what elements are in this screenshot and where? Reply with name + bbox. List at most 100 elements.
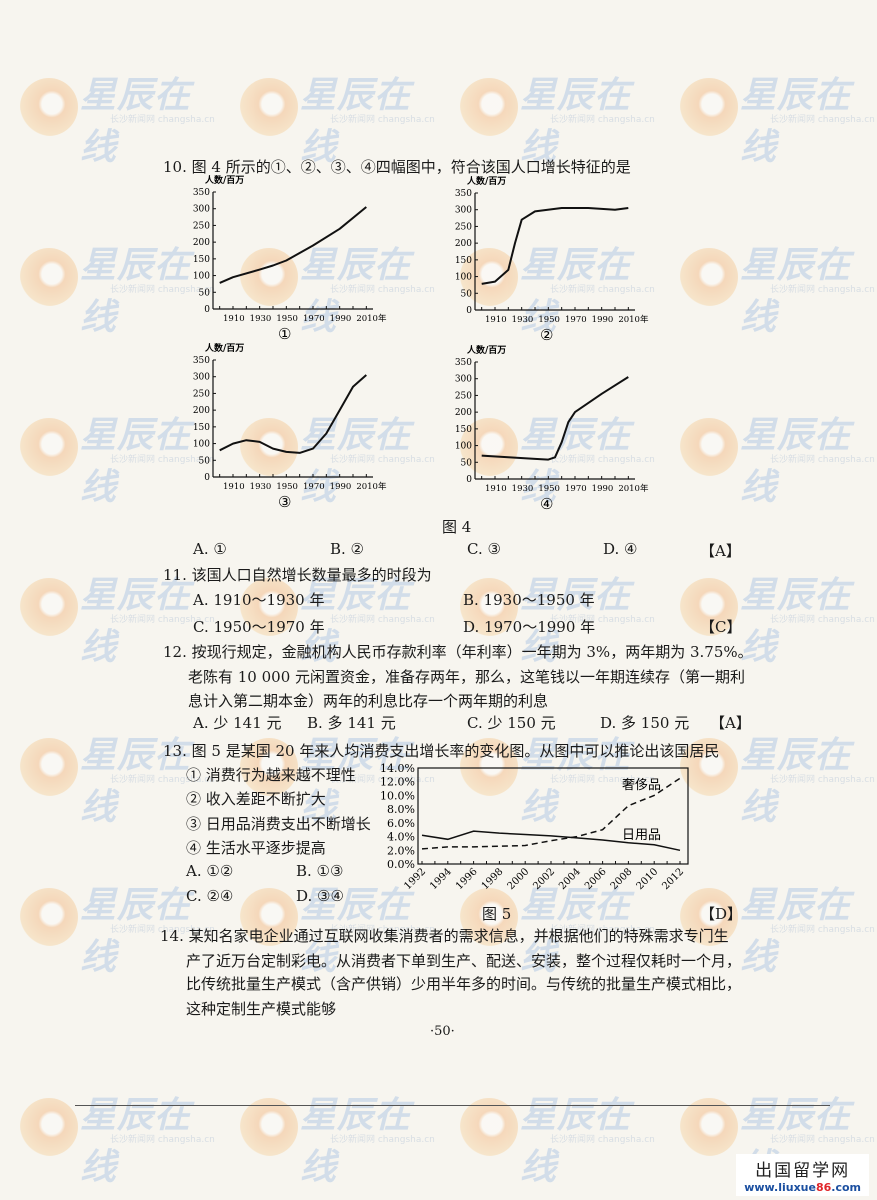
q14-line-1: 14. 某知名家电企业通过互联网收集消费者的需求信息，并根据他们的特殊需求专门生: [160, 927, 729, 945]
q13-item-2: ② 收入差距不断扩大: [186, 790, 326, 808]
x-tick-label: 2010年: [618, 483, 649, 494]
y-tick-label: 250: [455, 391, 472, 401]
q10-option-a[interactable]: A. ①: [193, 540, 227, 558]
q10-option-c[interactable]: C. ③: [467, 540, 501, 558]
q13-option-d[interactable]: D. ③④: [296, 887, 344, 905]
q12-option-b[interactable]: B. 多 141 元: [307, 714, 396, 732]
x-tick-label: 1930: [250, 314, 272, 324]
x-tick-label: 1990: [330, 482, 352, 492]
y-tick-label: 250: [455, 222, 472, 232]
q11-stem: 11. 该国人口自然增长数量最多的时段为: [163, 566, 432, 584]
y-tick-label: 6.0%: [387, 817, 415, 830]
q13-option-a[interactable]: A. ①②: [186, 862, 234, 880]
figure-5-caption: 图 5: [482, 905, 512, 923]
series-label-daily: 日用品: [622, 828, 661, 843]
series-line-solid: [421, 830, 681, 852]
x-tick-label: 2004: [557, 866, 583, 892]
y-tick-label: 100: [193, 272, 210, 282]
x-tick-label: 1950: [538, 315, 560, 325]
x-tick-label: 2002: [531, 866, 557, 892]
q10-option-b[interactable]: B. ②: [330, 540, 365, 558]
figure-4: 人数/百万 0 50 100 150 200 250 300 350 1910 1930 1950 19…: [193, 174, 649, 513]
q13-option-c[interactable]: C. ②④: [186, 887, 234, 905]
q11-option-d[interactable]: D. 1970～1990 年: [463, 618, 596, 636]
y-tick-label: 0: [204, 305, 210, 315]
site-logo[interactable]: 出国留学网 www.liuxue86.com: [736, 1154, 869, 1196]
y-tick-label: 300: [455, 206, 472, 216]
q11-option-c[interactable]: C. 1950～1970 年: [193, 618, 325, 636]
chart-label: ③: [278, 493, 291, 511]
x-tick-label: 1970: [565, 315, 587, 325]
watermark-logo: 星辰在线长沙新闻网 changsha.cn: [460, 1080, 660, 1188]
x-tick-label: 1910: [485, 484, 507, 494]
x-tick-label: 1998: [480, 866, 506, 892]
x-tick-label: 1990: [330, 314, 352, 324]
y-axis-label: 人数/百万: [466, 344, 506, 356]
figure-5: 0.0%2.0%4.0%6.0%8.0%10.0%12.0%14.0%1992 1…: [380, 762, 689, 892]
q13-answer: 【D】: [700, 905, 743, 923]
x-tick-label: 1910: [223, 314, 245, 324]
q13-item-3: ③ 日用品消费支出不断增长: [186, 815, 371, 833]
x-tick-label: 1930: [250, 482, 272, 492]
y-tick-label: 250: [193, 221, 210, 231]
q12-line-3: 息计入第二期本金）两年的利息比存一个两年期的利息: [188, 692, 549, 710]
y-tick-label: 4.0%: [387, 831, 415, 844]
y-tick-label: 100: [455, 273, 472, 283]
q11-answer: 【C】: [700, 618, 742, 636]
y-tick-label: 50: [461, 458, 473, 468]
watermark-logo: 星辰在线长沙新闻网 changsha.cn: [20, 1080, 220, 1188]
y-tick-label: 8.0%: [387, 803, 415, 816]
y-tick-label: 150: [455, 425, 472, 435]
y-tick-label: 100: [193, 440, 210, 450]
y-tick-label: 200: [193, 238, 210, 248]
y-tick-label: 10.0%: [380, 789, 415, 802]
q10-answer: 【A】: [700, 542, 741, 560]
q13-item-4: ④ 生活水平逐步提高: [186, 839, 326, 857]
y-tick-label: 100: [455, 442, 472, 452]
q12-answer: 【A】: [710, 714, 751, 732]
x-tick-label: 1910: [223, 482, 245, 492]
y-tick-label: 0: [204, 473, 210, 483]
x-tick-label: 1970: [303, 314, 325, 324]
x-tick-label: 1970: [303, 482, 325, 492]
chart-label: ④: [540, 495, 553, 513]
x-tick-label: 2000: [506, 866, 532, 892]
y-tick-label: 0: [466, 306, 472, 316]
q12-option-a[interactable]: A. 少 141 元: [193, 714, 282, 732]
q11-option-b[interactable]: B. 1930～1950 年: [463, 591, 595, 609]
y-tick-label: 350: [455, 358, 472, 368]
plot-frame: [417, 767, 689, 865]
q13-option-b[interactable]: B. ①③: [296, 862, 344, 880]
y-tick-label: 0: [466, 475, 472, 485]
y-tick-label: 150: [193, 255, 210, 265]
q12-option-c[interactable]: C. 少 150 元: [467, 714, 556, 732]
y-axis-label: 人数/百万: [204, 174, 244, 186]
q10-stem: 10. 图 4 所示的①、②、③、④四幅图中，符合该国人口增长特征的是: [163, 158, 631, 176]
y-tick-label: 50: [199, 288, 211, 298]
series-line-dashed: [421, 777, 681, 850]
x-tick-label: 1994: [428, 866, 454, 892]
population-curve: [481, 376, 629, 461]
q12-option-d[interactable]: D. 多 150 元: [600, 714, 690, 732]
x-tick-label: 2010年: [356, 313, 387, 324]
q12-line-2: 老陈有 10 000 元闲置资金，准备存两年，那么，这笔钱以一年期连续存（第一期…: [188, 668, 746, 686]
x-tick-label: 1950: [276, 482, 298, 492]
figure-4-caption: 图 4: [442, 518, 472, 536]
y-tick-label: 350: [193, 356, 210, 366]
q13-item-1: ① 消费行为越来越不理性: [186, 766, 356, 784]
q11-option-a[interactable]: A. 1910～1930 年: [193, 591, 325, 609]
footer-rule: [75, 1105, 830, 1106]
chart-label: ②: [540, 326, 553, 344]
x-tick-label: 1950: [276, 314, 298, 324]
x-tick-label: 2012: [660, 866, 686, 892]
q10-option-d[interactable]: D. ④: [603, 540, 638, 558]
y-tick-label: 150: [455, 256, 472, 266]
x-tick-label: 2010年: [356, 481, 387, 492]
y-tick-label: 200: [455, 408, 472, 418]
q14-line-3: 比传统批量生产模式（含产供销）少用半年多的时间。与传统的批量生产模式相比，: [186, 975, 742, 993]
y-tick-label: 200: [455, 239, 472, 249]
site-logo-name: 出国留学网: [755, 1161, 851, 1181]
population-curve: [481, 207, 629, 285]
x-tick-label: 2010: [635, 866, 661, 892]
x-tick-label: 2006: [583, 866, 609, 892]
